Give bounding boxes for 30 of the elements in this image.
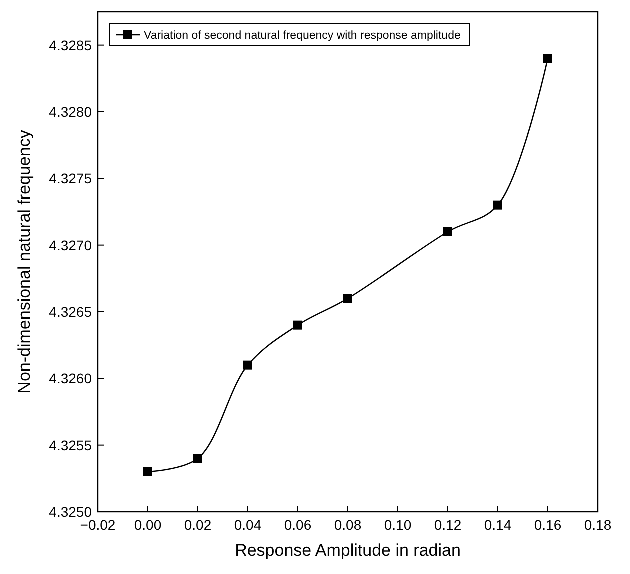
y-tick-label: 4.3265 <box>49 304 92 320</box>
y-tick-label: 4.3285 <box>49 37 92 54</box>
y-tick-label: 4.3260 <box>49 370 92 387</box>
x-tick-label: 0.04 <box>234 517 262 533</box>
x-tick-label: −0.02 <box>80 517 116 533</box>
y-tick-label: 4.3280 <box>49 104 92 120</box>
point <box>344 294 352 304</box>
x-tick-label: 0.02 <box>184 517 212 533</box>
y-tick-label: 4.3275 <box>49 170 92 187</box>
x-axis-title: Response Amplitude in radian <box>235 541 461 560</box>
point <box>544 54 552 64</box>
x-tick-label: 0.18 <box>584 517 612 533</box>
y-axis-title: Non-dimensional natural frequency <box>15 130 34 394</box>
point <box>444 228 452 236</box>
x-tick-label: 0.06 <box>284 517 312 533</box>
legend-label: Variation of second natural frequency with response amplitude <box>144 30 461 42</box>
point <box>294 320 302 330</box>
y-tick-label: 4.3250 <box>49 504 92 520</box>
point <box>494 200 502 210</box>
y-tick-label: 4.3255 <box>49 437 92 454</box>
point <box>144 468 152 476</box>
x-tick-label: 0.12 <box>434 517 462 533</box>
x-tick-label: 0.08 <box>334 517 362 533</box>
x-tick-label: 0.16 <box>534 517 562 533</box>
point <box>244 360 252 370</box>
x-tick-label: 0.14 <box>484 517 512 533</box>
y-tick-label: 4.3270 <box>49 237 92 254</box>
x-tick-label: 0.10 <box>384 517 412 533</box>
x-tick-label: 0.00 <box>134 517 162 533</box>
point <box>194 454 202 464</box>
